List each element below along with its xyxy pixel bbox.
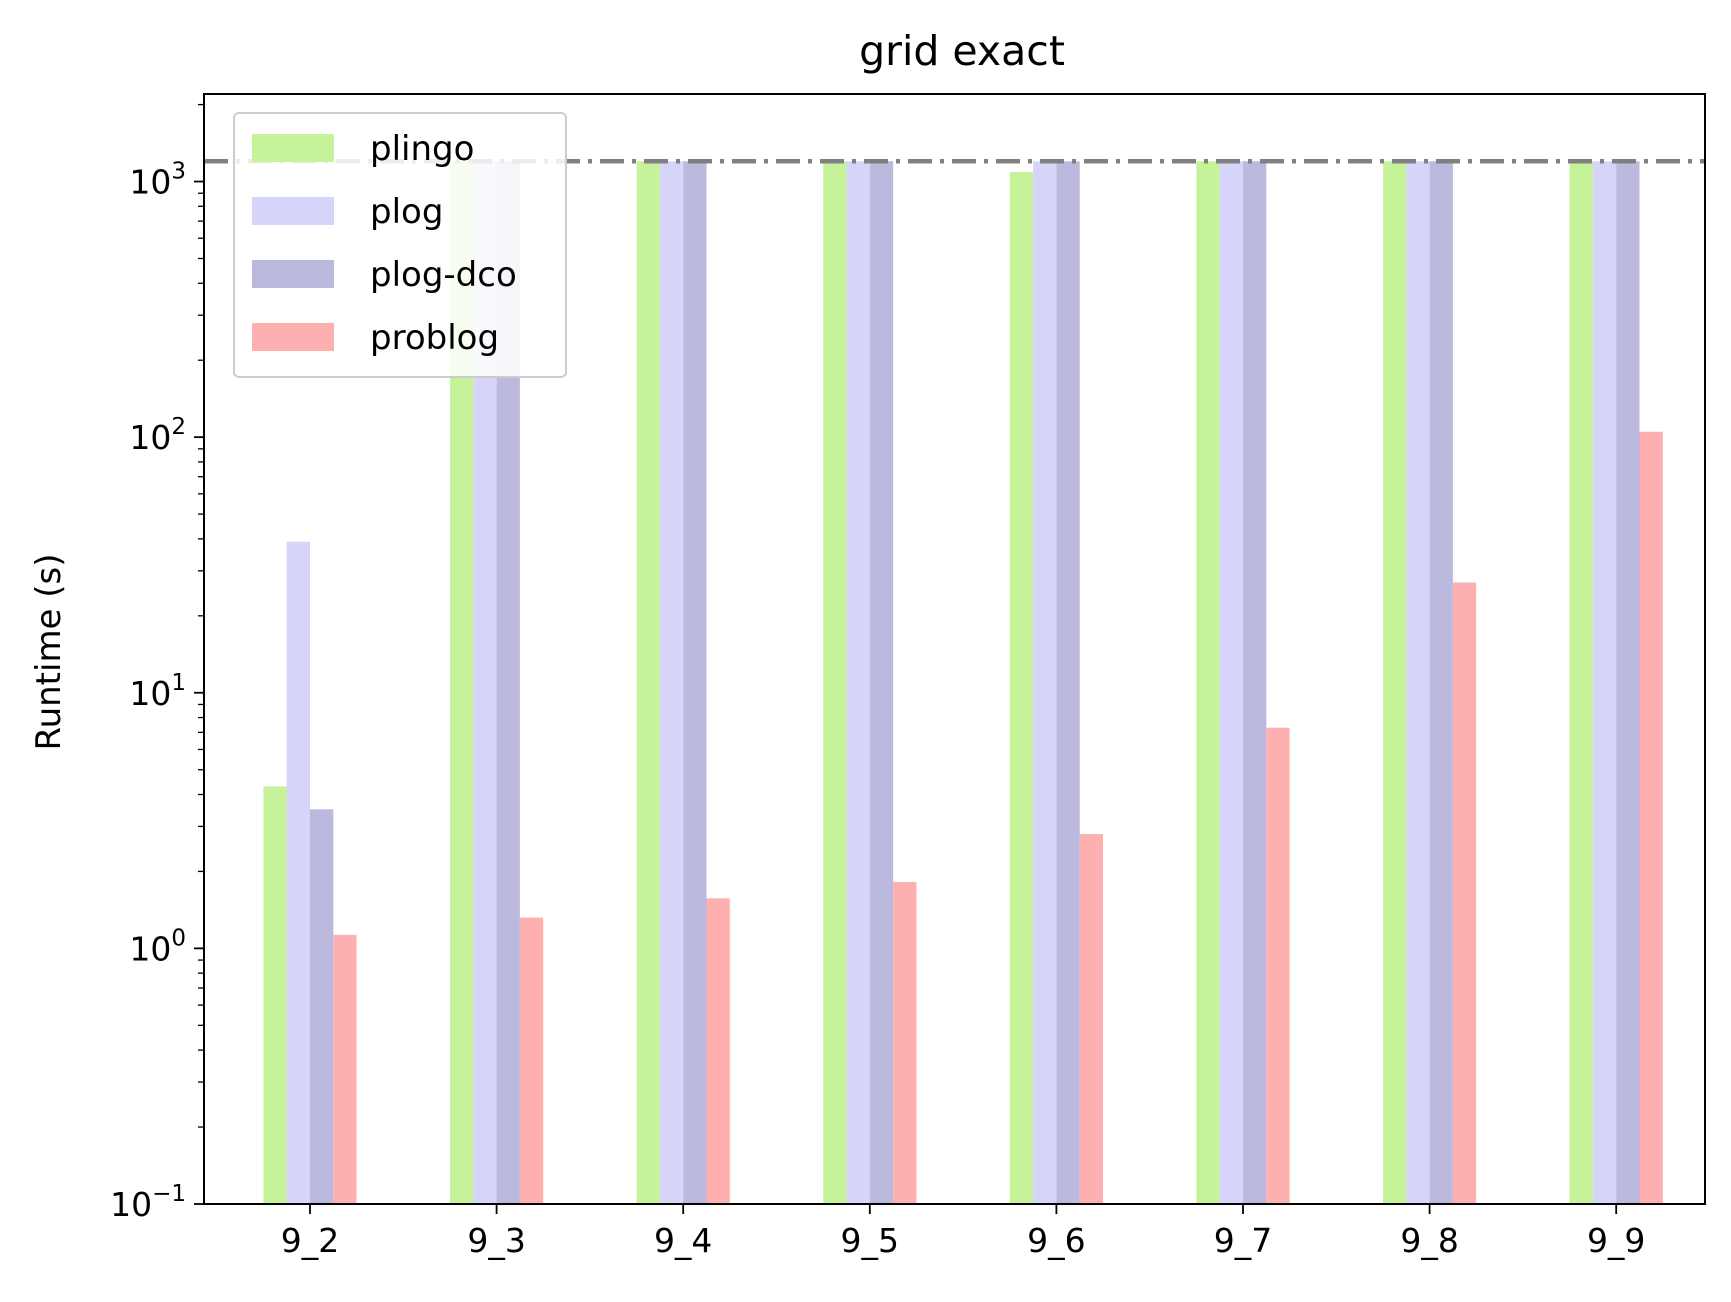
bar-problog-9_9 <box>1639 431 1663 1205</box>
x-tick-label: 9_4 <box>654 1221 713 1260</box>
y-tick-label: 100 <box>129 925 186 968</box>
bar-plog-9_6 <box>1033 161 1057 1204</box>
x-tick-label: 9_6 <box>1027 1221 1086 1260</box>
bar-problog-9_5 <box>893 881 917 1204</box>
axes-layer: 9_2 9_3 9_4 9_5 9_6 9_7 9_8 9_9 10−1 100 101 102 103 <box>110 93 1706 1260</box>
bar-plog-dco-9_4 <box>683 161 707 1204</box>
bar-plingo-9_6 <box>1009 171 1034 1205</box>
bar-plog-dco-9_9 <box>1616 161 1640 1204</box>
legend-label-plog: plog <box>370 192 443 232</box>
bar-plog-dco-9_2 <box>310 809 334 1204</box>
x-tick-label: 9_8 <box>1400 1221 1459 1260</box>
legend-swatch-plog <box>252 197 334 225</box>
bar-plog-9_4 <box>659 161 684 1204</box>
legend-swatch-plog-dco <box>252 260 334 288</box>
bar-plingo-9_3 <box>450 161 474 1204</box>
legend-label-problog: problog <box>370 318 499 358</box>
x-tick-label: 9_7 <box>1214 1221 1273 1260</box>
bars-layer <box>263 161 1663 1205</box>
legend-label-plog-dco: plog-dco <box>370 255 517 295</box>
y-tick-label: 102 <box>129 414 186 457</box>
bar-plingo-9_7 <box>1196 161 1220 1204</box>
bar-problog-9_4 <box>706 898 730 1204</box>
bar-plog-dco-9_6 <box>1056 161 1080 1204</box>
bar-problog-9_8 <box>1452 582 1477 1204</box>
x-tick-label: 9_5 <box>841 1221 900 1260</box>
bar-plingo-9_5 <box>823 161 847 1204</box>
bar-plog-dco-9_8 <box>1429 161 1453 1204</box>
chart-title: grid exact <box>859 27 1065 75</box>
x-tick-label: 9_3 <box>467 1221 526 1260</box>
legend-swatch-plingo <box>252 134 334 162</box>
bar-plog-9_7 <box>1219 161 1243 1204</box>
bar-plingo-9_9 <box>1569 161 1593 1204</box>
bar-plingo-9_2 <box>263 786 287 1204</box>
bar-plog-dco-9_3 <box>496 161 520 1204</box>
y-axis-label: Runtime (s) <box>29 553 69 750</box>
bar-plog-dco-9_7 <box>1243 161 1267 1204</box>
y-tick-label: 10−1 <box>110 1181 186 1224</box>
legend: plingo plog plog-dco problog <box>233 112 567 378</box>
legend-swatch-problog <box>252 323 334 351</box>
y-tick-label: 103 <box>129 159 186 202</box>
bar-problog-9_7 <box>1266 727 1290 1204</box>
bar-plog-9_9 <box>1592 161 1617 1204</box>
bar-plog-9_8 <box>1406 161 1430 1204</box>
bar-problog-9_3 <box>519 917 544 1204</box>
x-tick-label: 9_9 <box>1587 1221 1646 1260</box>
legend-box <box>233 112 567 378</box>
plot-frame <box>203 93 1706 1205</box>
bar-plog-9_5 <box>846 161 870 1204</box>
bar-plingo-9_4 <box>636 161 660 1204</box>
legend-label-plingo: plingo <box>370 129 474 169</box>
bar-problog-9_2 <box>333 934 357 1204</box>
x-tick-label: 9_2 <box>281 1221 340 1260</box>
bar-plog-dco-9_5 <box>869 161 894 1204</box>
y-tick-label: 101 <box>129 670 186 713</box>
bar-plog-9_2 <box>286 541 310 1204</box>
bar-plingo-9_8 <box>1383 161 1407 1204</box>
bar-plog-9_3 <box>473 161 497 1204</box>
bar-problog-9_6 <box>1079 834 1103 1204</box>
